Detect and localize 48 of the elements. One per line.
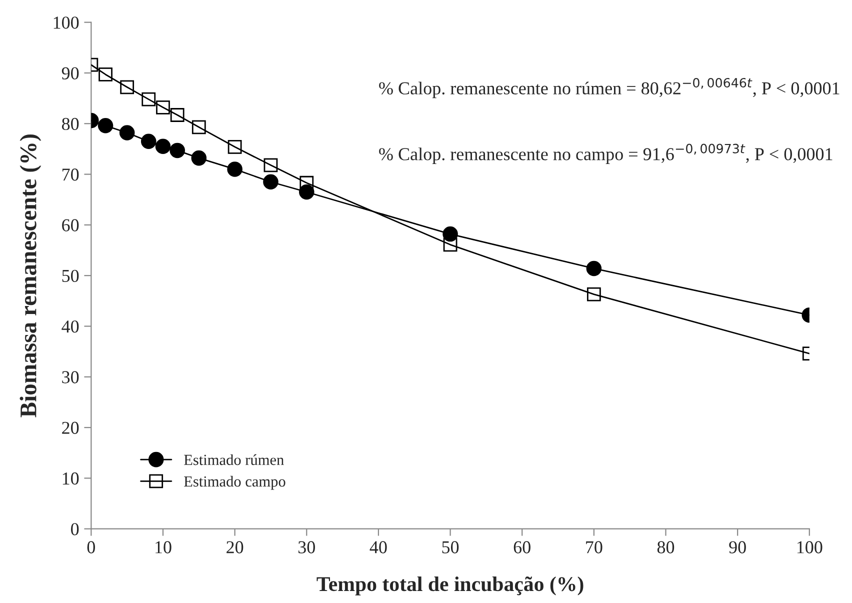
legend-label: Estimado campo [184, 476, 286, 490]
y-tick-label: 20 [62, 422, 79, 434]
y-tick-label: 60 [62, 219, 79, 232]
point [264, 158, 278, 172]
y-tick-label: 80 [62, 118, 79, 130]
point [300, 176, 314, 190]
x-tick-label: 70 [586, 541, 602, 554]
point [227, 162, 242, 177]
x-tick-label: 10 [156, 541, 172, 554]
x-tick-label: 100 [797, 541, 822, 554]
point [140, 134, 156, 149]
x-tick-label: 60 [514, 541, 530, 554]
point [192, 120, 206, 134]
point [119, 125, 135, 140]
y-tick-label: 40 [62, 320, 79, 333]
y-tick-label: 50 [62, 270, 79, 282]
point [155, 138, 171, 154]
y-tick-label: 0 [71, 523, 79, 536]
legend-label: Estimado rúmen [184, 454, 284, 466]
x-tick-label: 80 [657, 541, 674, 554]
point [156, 100, 170, 114]
y-tick-label: 100 [54, 16, 79, 29]
x-tick-label: 30 [298, 541, 315, 554]
y-tick-label: 10 [62, 472, 79, 485]
annotation: % Calop. remanescente no campo = 91,6$^{−0,00973t}$, P < 0,0001 [379, 144, 832, 164]
x-tick-label: 20 [226, 541, 244, 554]
x-axis-title: Tempo total de incubação (%) [316, 576, 584, 596]
x-tick-label: 50 [442, 541, 459, 554]
point [191, 150, 207, 166]
x-tick-label: 0 [87, 541, 95, 554]
y-tick-label: 70 [62, 168, 79, 181]
point [170, 108, 184, 122]
point [170, 142, 185, 158]
point [98, 118, 114, 134]
x-tick-label: 40 [370, 541, 387, 554]
point [142, 92, 156, 106]
annotation: % Calop. remanescente no rúmen = 80,62$^{−0,00646t}$, P < 0,0001 [379, 78, 840, 98]
point [228, 140, 242, 154]
point [443, 238, 458, 252]
point [120, 80, 134, 94]
point [98, 68, 112, 82]
point [263, 174, 278, 190]
point [586, 287, 601, 302]
y-tick-label: 30 [62, 371, 79, 384]
point [586, 260, 602, 276]
x-tick-label: 90 [729, 541, 746, 554]
y-tick-label: 90 [62, 67, 79, 80]
y-axis-title: Biomassa remanescente (%) [20, 134, 42, 418]
